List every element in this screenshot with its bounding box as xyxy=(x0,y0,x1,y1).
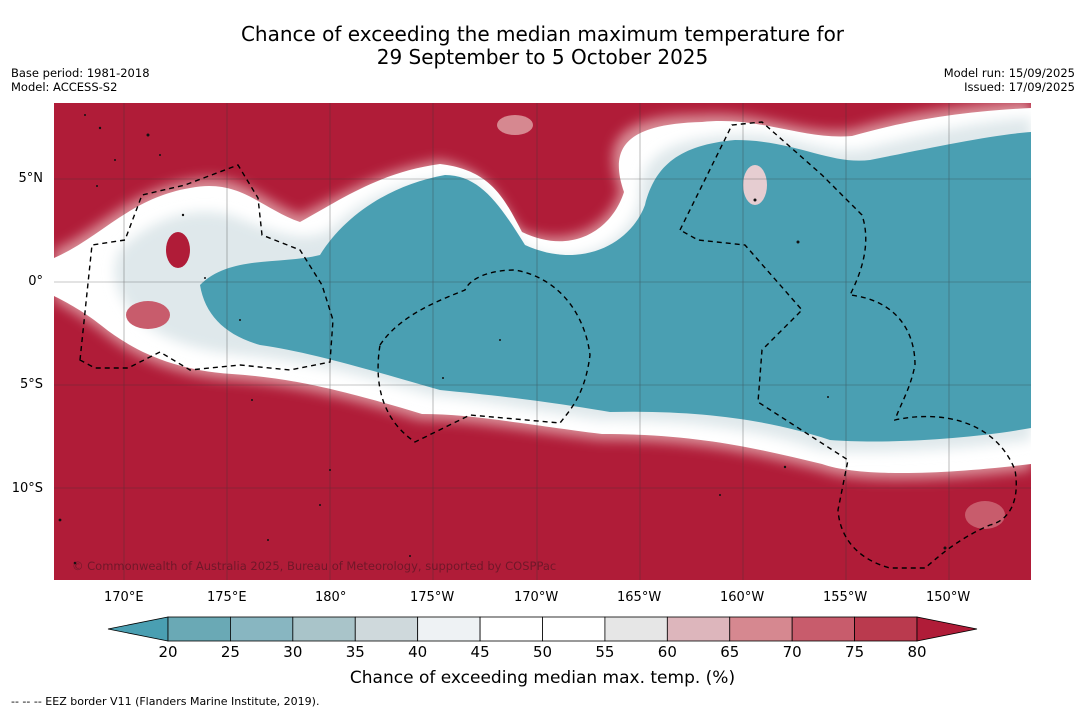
lon-label-175w: 175°W xyxy=(410,590,455,605)
colorbar-tick-label: 65 xyxy=(720,643,740,661)
colorbar-tick-label: 50 xyxy=(532,643,553,661)
lat-label-10s: 10°S xyxy=(11,481,43,496)
colorbar-segment xyxy=(354,616,419,642)
lon-label-150w: 150°W xyxy=(926,590,971,605)
colorbar-tick-label: 20 xyxy=(158,643,178,661)
colorbar-arrow-high xyxy=(916,616,978,642)
lon-label-180: 180° xyxy=(315,590,347,605)
colorbar-tick-label: 45 xyxy=(470,643,490,661)
colorbar-tick-label: 70 xyxy=(782,643,802,661)
colorbar-segment xyxy=(791,616,855,642)
colorbar-segment xyxy=(230,616,294,642)
colorbar-segment xyxy=(167,616,231,642)
colorbar-tick-label: 30 xyxy=(283,643,303,661)
issued-date: Issued: 17/09/2025 xyxy=(964,80,1075,94)
colorbar-tick-label: 60 xyxy=(657,643,677,661)
colorbar-segment xyxy=(479,616,543,642)
lat-label-0: 0° xyxy=(28,274,43,289)
colorbar-tick-label: 35 xyxy=(345,643,365,661)
colorbar-title: Chance of exceeding median max. temp. (%… xyxy=(349,668,736,688)
colorbar-segment xyxy=(604,616,668,642)
colorbar-segment xyxy=(666,616,731,642)
eez-borders xyxy=(79,121,1017,569)
map-title-line-1: Chance of exceeding the median maximum t… xyxy=(240,22,845,46)
colorbar-arrow-low xyxy=(107,616,169,642)
lon-label-165w: 165°W xyxy=(617,590,662,605)
colorbar-segment xyxy=(292,616,356,642)
islands xyxy=(58,114,947,565)
graticule xyxy=(54,103,1031,580)
base-period: Base period: 1981-2018 xyxy=(11,66,150,80)
colorbar-tick-label: 80 xyxy=(907,643,927,661)
colorbar-segment xyxy=(417,616,481,642)
copyright-text: © Commonwealth of Australia 2025, Bureau… xyxy=(72,559,557,573)
lat-label-5n: 5°N xyxy=(18,171,44,186)
colorbar xyxy=(107,616,978,642)
lat-label-5s: 5°S xyxy=(19,377,43,392)
colorbar-segment xyxy=(729,616,793,642)
colorbar-segment xyxy=(542,616,606,642)
model-run: Model run: 15/09/2025 xyxy=(943,66,1075,80)
colorbar-tick-label: 40 xyxy=(408,643,428,661)
colorbar-segment xyxy=(854,616,918,642)
lon-label-155w: 155°W xyxy=(823,590,868,605)
lon-label-160w: 160°W xyxy=(720,590,765,605)
colorbar-tick-label: 55 xyxy=(595,643,615,661)
map-title-line-2: 29 September to 5 October 2025 xyxy=(376,45,709,69)
eez-legend-note: -- -- -- EEZ border V11 (Flanders Marine… xyxy=(11,695,320,708)
probability-field xyxy=(54,103,1031,580)
colorbar-tick-label: 75 xyxy=(845,643,865,661)
lon-label-170w: 170°W xyxy=(514,590,559,605)
lon-label-170e: 170°E xyxy=(104,590,144,605)
model-name: Model: ACCESS-S2 xyxy=(11,80,118,94)
lon-label-175e: 175°E xyxy=(207,590,247,605)
colorbar-tick-label: 25 xyxy=(220,643,240,661)
